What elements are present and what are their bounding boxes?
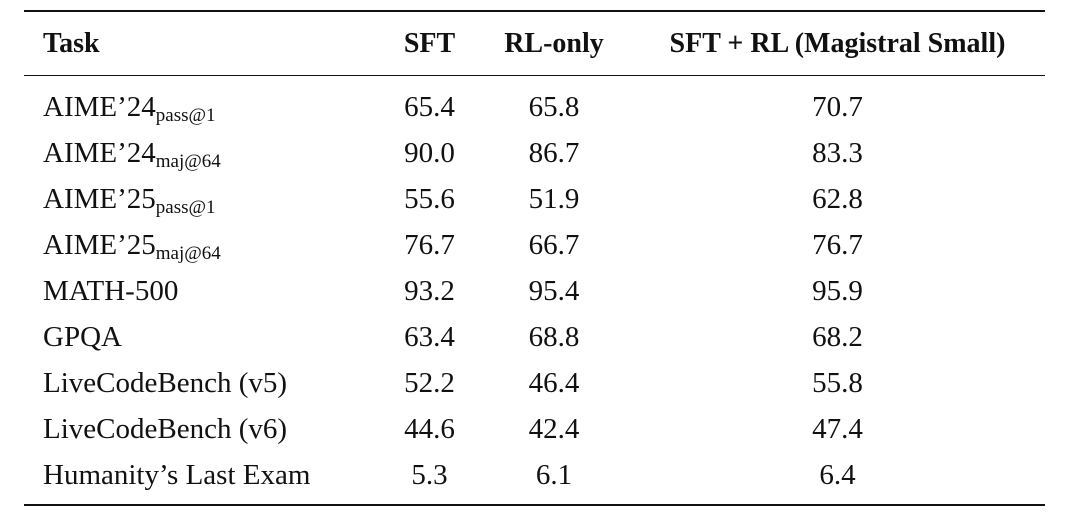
sft-rl-value: 76.7: [812, 228, 863, 261]
sft-value: 93.2: [404, 274, 455, 307]
rl-only-value: 6.1: [535, 458, 573, 491]
task-cell: AIME’24maj@64: [24, 130, 381, 176]
task-metric: maj@64: [155, 150, 221, 172]
sft-value: 5.3: [411, 458, 448, 491]
sft-rl-value: 62.8: [812, 182, 863, 215]
task-name: AIME’25: [43, 228, 156, 261]
table-row: MATH-500 93.2 95.4 95.9: [24, 268, 1045, 314]
task-name: LiveCodeBench (v5): [43, 366, 288, 399]
task-metric: pass@1: [155, 196, 216, 218]
sft-rl-value: 70.7: [812, 90, 863, 123]
results-table-body: AIME’24pass@1 65.4 65.8 70.7 AIME’24maj@…: [24, 76, 1045, 504]
header-sft: SFT: [403, 27, 456, 59]
table-row: AIME’24maj@64 90.0 86.7 83.3: [24, 130, 1045, 176]
task-cell: LiveCodeBench (v6): [24, 406, 381, 452]
header-task: Task: [43, 27, 100, 59]
task-name: LiveCodeBench (v6): [43, 412, 288, 445]
sft-value: 44.6: [404, 412, 455, 445]
table-row: AIME’25pass@1 55.6 51.9 62.8: [24, 176, 1045, 222]
rl-only-value: 65.8: [528, 90, 580, 123]
sft-rl-value: 47.4: [812, 412, 863, 445]
task-name: AIME’25: [43, 182, 156, 215]
task-cell: Humanity’s Last Exam: [24, 452, 381, 504]
sft-rl-value: 83.3: [812, 136, 863, 169]
rl-only-value: 46.4: [528, 366, 580, 399]
sft-value: 76.7: [404, 228, 455, 261]
table-row: LiveCodeBench (v5) 52.2 46.4 55.8: [24, 360, 1045, 406]
rl-only-value: 42.4: [528, 412, 580, 445]
rl-only-value: 86.7: [528, 136, 580, 169]
task-cell: AIME’24pass@1: [24, 76, 381, 130]
rl-only-value: 66.7: [528, 228, 580, 261]
header-rl-only: RL-only: [504, 27, 604, 59]
top-rule: [24, 10, 1045, 12]
task-cell: AIME’25pass@1: [24, 176, 381, 222]
task-name: AIME’24: [43, 136, 156, 169]
sft-rl-value: 68.2: [812, 320, 863, 353]
bottom-rule: [24, 504, 1045, 506]
header-row: Task SFT RL-only SFT + RL (Magistral Sma…: [24, 12, 1045, 75]
task-name: MATH-500: [43, 274, 179, 307]
rl-only-value: 51.9: [528, 182, 580, 215]
sft-rl-value: 95.9: [812, 274, 863, 307]
header-rule: [24, 75, 1045, 76]
table-row: AIME’24pass@1 65.4 65.8 70.7: [24, 76, 1045, 130]
rl-only-value: 95.4: [528, 274, 580, 307]
table-row: Humanity’s Last Exam 5.3 6.1 6.4: [24, 452, 1045, 504]
table-row: AIME’25maj@64 76.7 66.7 76.7: [24, 222, 1045, 268]
sft-value: 52.2: [404, 366, 455, 399]
sft-rl-value: 55.8: [812, 366, 863, 399]
sft-rl-value: 6.4: [819, 458, 856, 491]
task-name: Humanity’s Last Exam: [43, 458, 311, 491]
task-cell: AIME’25maj@64: [24, 222, 381, 268]
table-row: GPQA 63.4 68.8 68.2: [24, 314, 1045, 360]
task-cell: MATH-500: [24, 268, 381, 314]
results-table: Task SFT RL-only SFT + RL (Magistral Sma…: [24, 12, 1045, 75]
task-name: GPQA: [43, 320, 122, 353]
sft-value: 55.6: [404, 182, 455, 215]
task-metric: pass@1: [155, 104, 216, 126]
results-table-container: Task SFT RL-only SFT + RL (Magistral Sma…: [24, 10, 1045, 506]
rl-only-value: 68.8: [528, 320, 580, 353]
table-row: LiveCodeBench (v6) 44.6 42.4 47.4: [24, 406, 1045, 452]
sft-value: 65.4: [404, 90, 455, 123]
task-metric: maj@64: [155, 242, 221, 264]
header-sft-rl: SFT + RL (Magistral Small): [669, 27, 1006, 59]
task-cell: GPQA: [24, 314, 381, 360]
task-cell: LiveCodeBench (v5): [24, 360, 381, 406]
sft-value: 90.0: [404, 136, 455, 169]
sft-value: 63.4: [404, 320, 455, 353]
task-name: AIME’24: [43, 90, 156, 123]
